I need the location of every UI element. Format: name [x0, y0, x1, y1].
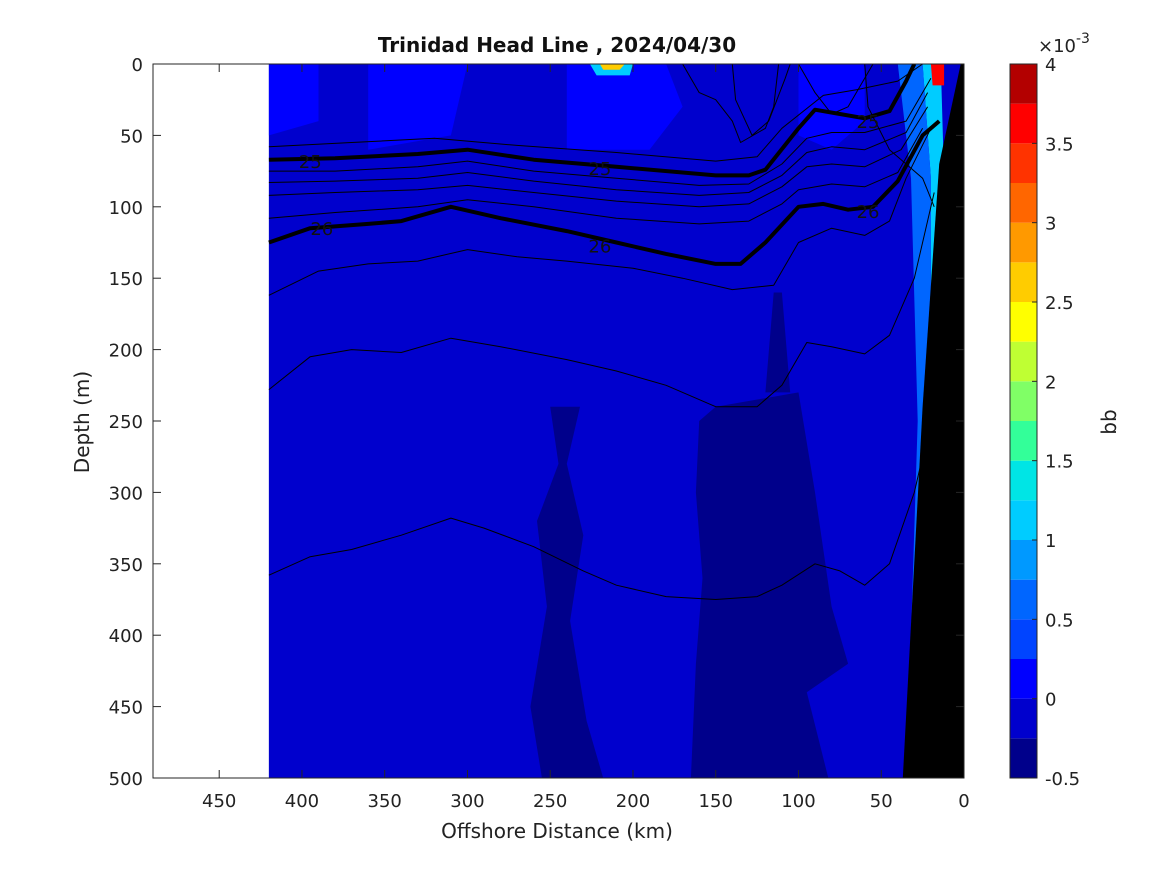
colorbar-swatch-8 — [1010, 421, 1037, 461]
contour-labels: 25 25 25 26 26 26 — [299, 112, 880, 257]
seafloor — [902, 64, 964, 778]
colorbar-tick-label-8: 3.5 — [1045, 134, 1074, 155]
contour-fill — [268, 64, 964, 778]
contour-line-0 — [268, 64, 917, 178]
x-tick-label-7: 100 — [781, 791, 815, 812]
fill-patch-12 — [765, 292, 791, 393]
colorbar-tick-label-3: 1 — [1045, 531, 1056, 552]
colorbar-swatch-9 — [1010, 381, 1037, 421]
x-axis-label: Offshore Distance (km) — [441, 819, 673, 843]
colorbar-swatch-1 — [1010, 698, 1037, 739]
x-tick-label-9: 0 — [958, 791, 969, 812]
colorbar-swatch-17 — [1010, 64, 1037, 104]
colorbar-label: bb — [1097, 409, 1121, 434]
y-tick-label-2: 100 — [109, 198, 143, 219]
fill-patch-2 — [566, 64, 683, 150]
contour-label-1-1: 26 — [588, 236, 611, 257]
contour-label-1-0: 26 — [310, 219, 333, 240]
fill-patch-8 — [930, 64, 945, 86]
y-tick-label-4: 200 — [109, 341, 143, 362]
contour-line-2 — [268, 64, 923, 162]
colorbar-tick-label-7: 3 — [1045, 214, 1056, 235]
y-tick-label-8: 400 — [109, 626, 143, 647]
colorbar-swatch-14 — [1010, 183, 1037, 223]
y-tick-label-5: 250 — [109, 412, 143, 433]
contour-label-0-1: 25 — [588, 159, 611, 180]
colorbar-tick-label-9: 4 — [1045, 55, 1056, 76]
colorbar-tick-label-1: 0 — [1045, 690, 1056, 711]
colorbar-tick-label-5: 2 — [1045, 372, 1056, 393]
contour-line-5 — [268, 106, 929, 208]
x-tick-label-2: 350 — [368, 791, 402, 812]
contour-line-3 — [268, 78, 932, 186]
chart-title: Trinidad Head Line , 2024/04/30 — [378, 33, 736, 57]
x-tick-label-3: 300 — [450, 791, 484, 812]
colorbar-swatch-11 — [1010, 302, 1037, 342]
colorbar-tick-label-0: -0.5 — [1045, 769, 1080, 790]
y-axis-label: Depth (m) — [70, 371, 94, 473]
colorbar-swatch-12 — [1010, 262, 1037, 302]
colorbar-tick-label-6: 2.5 — [1045, 293, 1074, 314]
colorbar-swatch-4 — [1010, 579, 1037, 620]
colorbar: -0.5 0 0.5 1 1.5 2 2.5 3 3.5 4 — [1009, 55, 1080, 790]
colorbar-tick-label-4: 1.5 — [1045, 452, 1074, 473]
y-tick-label-0: 0 — [132, 55, 143, 76]
contour-line-7 — [268, 128, 932, 296]
fill-patch-0 — [268, 64, 319, 136]
fill-patch-11 — [690, 392, 849, 778]
colorbar-swatch-2 — [1010, 659, 1037, 699]
y-tick-label-10: 500 — [109, 769, 143, 790]
x-tick-label-0: 450 — [202, 791, 236, 812]
contour-line-8 — [268, 192, 935, 408]
contour-line-4 — [268, 92, 929, 196]
contour-label-1-2: 26 — [857, 202, 880, 223]
colorbar-exponent: ×10-3 — [1038, 31, 1090, 57]
y-tick-label-7: 350 — [109, 555, 143, 576]
contour-label-0-2: 25 — [857, 112, 880, 133]
x-tick-label-6: 150 — [699, 791, 733, 812]
colorbar-swatch-16 — [1010, 103, 1037, 144]
fill-patch-3 — [798, 64, 865, 150]
colorbar-swatch-7 — [1010, 460, 1037, 501]
y-tick-label-9: 450 — [109, 698, 143, 719]
colorbar-swatch-6 — [1010, 500, 1037, 540]
fill-patch-1 — [368, 64, 468, 150]
colorbar-swatch-0 — [1010, 738, 1037, 778]
y-tick-label-6: 300 — [109, 483, 143, 504]
contour-line-6 — [268, 128, 924, 225]
colorbar-tick-label-2: 0.5 — [1045, 610, 1074, 631]
contour-line-11 — [731, 64, 791, 136]
colorbar-swatch-5 — [1010, 540, 1037, 580]
x-tick-label-4: 250 — [533, 791, 567, 812]
x-tick-label-5: 200 — [616, 791, 650, 812]
fill-patch-10 — [530, 406, 604, 778]
density-contours — [268, 64, 941, 600]
fill-patch-5 — [599, 64, 625, 70]
y-tick-label-3: 150 — [109, 269, 143, 290]
x-tick-label-1: 400 — [285, 791, 319, 812]
bathymetry — [902, 64, 964, 778]
y-tick-label-1: 50 — [120, 126, 143, 147]
contour-label-0-0: 25 — [299, 152, 322, 173]
contour-line-1 — [268, 119, 941, 266]
colorbar-swatch-13 — [1010, 222, 1037, 263]
x-tick-label-8: 50 — [870, 791, 893, 812]
colorbar-swatch-3 — [1010, 619, 1037, 659]
colorbar-swatch-15 — [1010, 143, 1037, 183]
contour-line-13 — [864, 64, 935, 207]
fill-background — [268, 64, 964, 778]
contour-line-9 — [268, 349, 940, 600]
colorbar-frame — [1009, 63, 1038, 779]
axes: 450 400 350 300 250 200 150 100 50 00501001502002… — [109, 55, 970, 812]
colorbar-swatch-10 — [1010, 341, 1037, 382]
